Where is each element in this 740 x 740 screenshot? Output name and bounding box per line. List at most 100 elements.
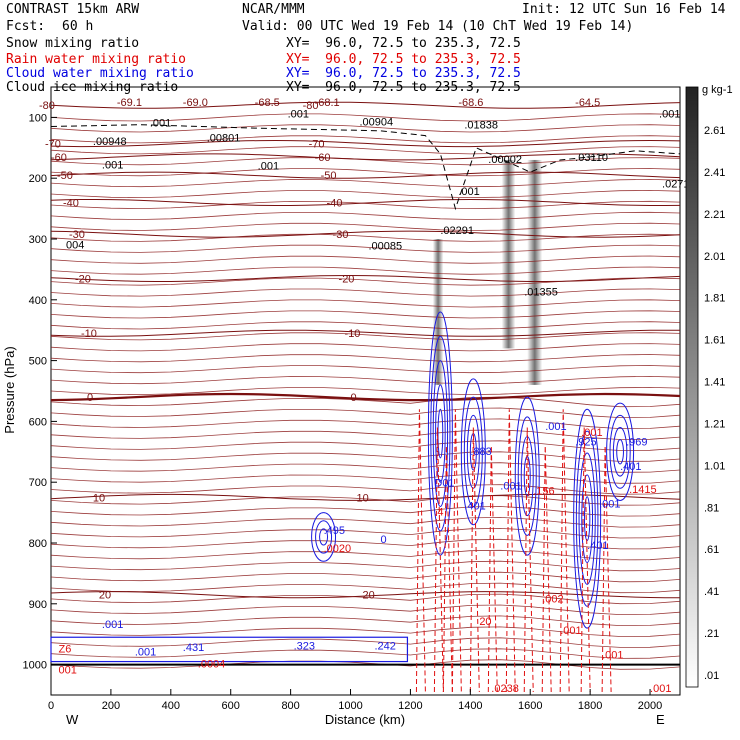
y-tick-label: 900 bbox=[29, 599, 47, 611]
snow-maximum-label: .00904 bbox=[360, 116, 394, 128]
x-tick-label: 0 bbox=[48, 700, 54, 712]
y-tick-label: 400 bbox=[29, 295, 47, 307]
snow-contour-label: 004 bbox=[66, 240, 84, 252]
cloud-water-contour bbox=[573, 408, 602, 629]
x-tick-label: 1800 bbox=[578, 700, 602, 712]
colorbar-label: 1.21 bbox=[704, 418, 725, 430]
x-tick-label: 1400 bbox=[458, 700, 482, 712]
snow-contour-label: .001 bbox=[258, 161, 279, 173]
cloud-water-label: .242 bbox=[374, 640, 395, 652]
isotherm-label: -50 bbox=[57, 170, 73, 182]
snow-contour-label: .001 bbox=[150, 118, 171, 130]
isotherm-line bbox=[50, 135, 681, 144]
isotherm-line bbox=[50, 473, 681, 484]
snow-plume-shade bbox=[501, 159, 516, 349]
isotherm-label: -70 bbox=[309, 139, 325, 151]
isotherm-line bbox=[50, 124, 681, 133]
cloud-water-label: .925 bbox=[575, 437, 596, 449]
colorbar-label: .21 bbox=[704, 628, 719, 640]
colorbar-label: .41 bbox=[704, 586, 719, 598]
top-temperature-label: -69.1 bbox=[117, 97, 142, 109]
init-time: Init: 12 UTC Sun 16 Feb 14 bbox=[522, 2, 726, 17]
snow-maximum-label: .00085 bbox=[368, 240, 402, 252]
y-tick-label: 1000 bbox=[23, 660, 47, 672]
forecast-value: 60 h bbox=[62, 19, 94, 34]
field-xy-snow: XY= 96.0, 72.5 to 235.3, 72.5 bbox=[286, 36, 521, 51]
colorbar-label: .01 bbox=[704, 670, 719, 682]
isotherm-line bbox=[50, 189, 681, 199]
isotherm-label: -60 bbox=[51, 152, 67, 164]
colorbar-label: .81 bbox=[704, 502, 719, 514]
snow-maximum-label: .00948 bbox=[93, 136, 127, 148]
rain-contour bbox=[433, 427, 444, 692]
colorbar bbox=[685, 86, 699, 688]
cloud-water-label: .883 bbox=[470, 446, 491, 458]
isotherm-label: -40 bbox=[327, 198, 343, 210]
isotherm-label: 0 bbox=[87, 392, 93, 404]
top-temperature-label: -69.0 bbox=[183, 97, 208, 109]
x-tick-label: 800 bbox=[281, 700, 299, 712]
x-tick-label: 600 bbox=[222, 700, 240, 712]
cloud-water-layer bbox=[50, 636, 409, 663]
model-center: NCAR/MMM bbox=[242, 2, 305, 17]
isotherm-label: 10 bbox=[357, 492, 369, 504]
isotherm-line bbox=[50, 495, 681, 506]
isotherm-labeled bbox=[50, 493, 681, 501]
x-axis-label: Distance (km) bbox=[325, 712, 405, 727]
rain-label: .001 bbox=[602, 650, 623, 662]
isotherm-line bbox=[50, 418, 681, 430]
x-tick-label: 400 bbox=[162, 700, 180, 712]
snow-maximum-label: .01355 bbox=[524, 287, 558, 299]
isotherm-line bbox=[50, 200, 681, 210]
isotherm-line bbox=[50, 244, 681, 253]
rain-contour bbox=[601, 445, 612, 692]
isotherm-line bbox=[50, 299, 681, 308]
isotherm-label: -30 bbox=[333, 229, 349, 241]
x-axis-west-label: W bbox=[66, 712, 79, 727]
isotherm-line bbox=[50, 255, 681, 264]
rain-contour bbox=[580, 427, 591, 692]
isotherm-label: 0 bbox=[351, 392, 357, 404]
rain-label: .001 bbox=[581, 427, 602, 439]
y-tick-label: 300 bbox=[29, 234, 47, 246]
colorbar-label: .61 bbox=[704, 544, 719, 556]
cloud-water-label: .323 bbox=[294, 640, 315, 652]
y-tick-label: 600 bbox=[29, 416, 47, 428]
snow-contour-label: .001 bbox=[659, 108, 680, 120]
rain-contour bbox=[523, 427, 534, 692]
isotherm-line bbox=[50, 549, 681, 561]
cloud-water-label: .401 bbox=[464, 501, 485, 513]
rain-label: .002 bbox=[542, 594, 563, 606]
isotherm-line bbox=[50, 222, 681, 231]
rain-label: .0020 bbox=[324, 543, 352, 555]
isotherm-label: -80 bbox=[303, 100, 319, 112]
isotherm-line bbox=[50, 593, 681, 605]
isotherm-line bbox=[50, 365, 681, 374]
isotherm-line bbox=[50, 396, 681, 408]
rain-contour bbox=[469, 427, 480, 692]
field-name-snow: Snow mixing ratio bbox=[6, 36, 140, 51]
top-temperature-label: -68.1 bbox=[315, 97, 340, 109]
isotherm-line bbox=[50, 626, 681, 637]
isotherm-line bbox=[50, 113, 681, 122]
isotherm-line bbox=[50, 429, 681, 440]
cloud-water-contour bbox=[616, 439, 624, 465]
isotherm-label: 20 bbox=[363, 590, 375, 602]
field-xy-rain: XY= 96.0, 72.5 to 235.3, 72.5 bbox=[286, 52, 521, 67]
isotherm-line bbox=[50, 288, 681, 297]
snow-maximum-label: .03110 bbox=[575, 152, 608, 164]
isotherm-line bbox=[50, 310, 681, 319]
x-axis-east-label: E bbox=[656, 712, 665, 727]
cloud-water-label: .001 bbox=[500, 480, 521, 492]
cloud-water-contour bbox=[319, 528, 329, 546]
x-tick-label: 1000 bbox=[338, 700, 362, 712]
isotherm-label: -80 bbox=[39, 100, 55, 112]
cloud-water-contour bbox=[523, 455, 531, 497]
rain-contour bbox=[541, 445, 552, 692]
field-name-rain: Rain water mixing ratio bbox=[6, 52, 187, 67]
cloud-water-label: .969 bbox=[626, 437, 647, 449]
rain-contour bbox=[451, 409, 462, 692]
isotherm-line bbox=[50, 527, 681, 539]
rain-label: 20 bbox=[479, 616, 491, 628]
